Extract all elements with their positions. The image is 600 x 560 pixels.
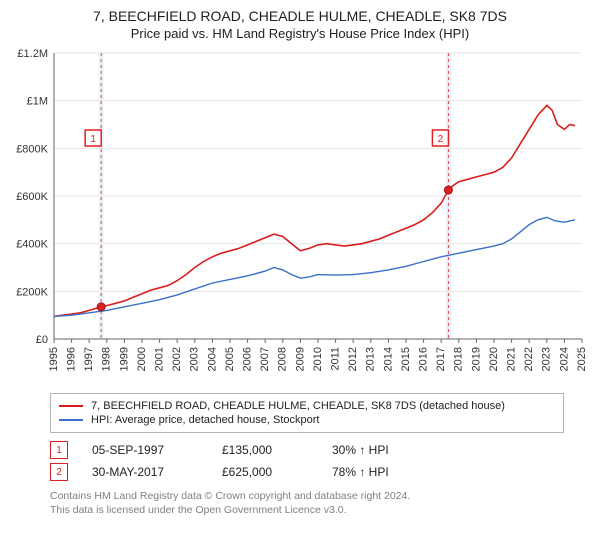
svg-text:2000: 2000 xyxy=(136,347,148,371)
svg-text:2014: 2014 xyxy=(382,347,394,371)
legend-swatch-price xyxy=(59,405,83,407)
svg-text:2023: 2023 xyxy=(541,347,553,371)
event-date-2: 30-MAY-2017 xyxy=(92,465,222,479)
svg-text:2008: 2008 xyxy=(277,347,289,371)
event-table: 1 05-SEP-1997 £135,000 30% ↑ HPI 2 30-MA… xyxy=(50,441,564,481)
svg-text:2022: 2022 xyxy=(523,347,535,371)
svg-text:2021: 2021 xyxy=(506,347,518,371)
legend-swatch-hpi xyxy=(59,419,83,421)
footer-line-1: Contains HM Land Registry data © Crown c… xyxy=(50,489,564,503)
svg-text:£1M: £1M xyxy=(27,96,48,108)
event-date-1: 05-SEP-1997 xyxy=(92,443,222,457)
svg-text:1996: 1996 xyxy=(66,347,78,371)
svg-text:£0: £0 xyxy=(36,334,48,346)
svg-text:1998: 1998 xyxy=(101,347,113,371)
svg-text:£800K: £800K xyxy=(16,143,48,155)
svg-text:2002: 2002 xyxy=(171,347,183,371)
event-price-2: £625,000 xyxy=(222,465,332,479)
svg-text:2001: 2001 xyxy=(154,347,166,371)
legend-label-hpi: HPI: Average price, detached house, Stoc… xyxy=(91,414,320,426)
svg-text:1995: 1995 xyxy=(48,347,60,371)
legend-label-price: 7, BEECHFIELD ROAD, CHEADLE HULME, CHEAD… xyxy=(91,400,505,412)
event-marker-1: 1 xyxy=(50,441,68,459)
chart-title: 7, BEECHFIELD ROAD, CHEADLE HULME, CHEAD… xyxy=(10,8,590,24)
svg-text:1999: 1999 xyxy=(118,347,130,371)
svg-text:£1.2M: £1.2M xyxy=(17,48,48,60)
svg-text:2019: 2019 xyxy=(470,347,482,371)
svg-text:2003: 2003 xyxy=(189,347,201,371)
svg-text:2007: 2007 xyxy=(259,347,271,371)
svg-text:2004: 2004 xyxy=(206,347,218,371)
svg-text:2013: 2013 xyxy=(365,347,377,371)
svg-text:2006: 2006 xyxy=(242,347,254,371)
chart-subtitle: Price paid vs. HM Land Registry's House … xyxy=(10,26,590,41)
svg-text:2017: 2017 xyxy=(435,347,447,371)
chart-container: 7, BEECHFIELD ROAD, CHEADLE HULME, CHEAD… xyxy=(0,0,600,523)
svg-text:£600K: £600K xyxy=(16,191,48,203)
chart-svg: £0 £200K £400K £600K £800K £1M £1.2M 1995 1996 19… xyxy=(10,47,590,387)
svg-text:2012: 2012 xyxy=(347,347,359,371)
svg-text:2024: 2024 xyxy=(558,347,570,371)
svg-text:2: 2 xyxy=(438,134,444,145)
chart-plot: £0 £200K £400K £600K £800K £1M £1.2M 1995 1996 19… xyxy=(10,47,590,387)
legend: 7, BEECHFIELD ROAD, CHEADLE HULME, CHEAD… xyxy=(50,393,564,433)
svg-text:£400K: £400K xyxy=(16,239,48,251)
legend-row-price: 7, BEECHFIELD ROAD, CHEADLE HULME, CHEAD… xyxy=(59,400,555,412)
svg-text:1: 1 xyxy=(90,134,96,145)
event-price-1: £135,000 xyxy=(222,443,332,457)
svg-text:2005: 2005 xyxy=(224,347,236,371)
event-pct-1: 30% ↑ HPI xyxy=(332,443,422,457)
svg-text:2011: 2011 xyxy=(330,347,342,371)
svg-text:2018: 2018 xyxy=(453,347,465,371)
event-row-2: 2 30-MAY-2017 £625,000 78% ↑ HPI xyxy=(50,463,564,481)
svg-text:2020: 2020 xyxy=(488,347,500,371)
svg-text:2015: 2015 xyxy=(400,347,412,371)
svg-text:2025: 2025 xyxy=(576,347,588,371)
svg-text:2009: 2009 xyxy=(294,347,306,371)
event-row-1: 1 05-SEP-1997 £135,000 30% ↑ HPI xyxy=(50,441,564,459)
event-pct-2: 78% ↑ HPI xyxy=(332,465,422,479)
svg-text:2010: 2010 xyxy=(312,347,324,371)
footer-line-2: This data is licensed under the Open Gov… xyxy=(50,503,564,517)
event-marker-2: 2 xyxy=(50,463,68,481)
svg-text:2016: 2016 xyxy=(418,347,430,371)
svg-text:£200K: £200K xyxy=(16,286,48,298)
footer: Contains HM Land Registry data © Crown c… xyxy=(50,489,564,517)
legend-row-hpi: HPI: Average price, detached house, Stoc… xyxy=(59,414,555,426)
svg-text:1997: 1997 xyxy=(83,347,95,371)
